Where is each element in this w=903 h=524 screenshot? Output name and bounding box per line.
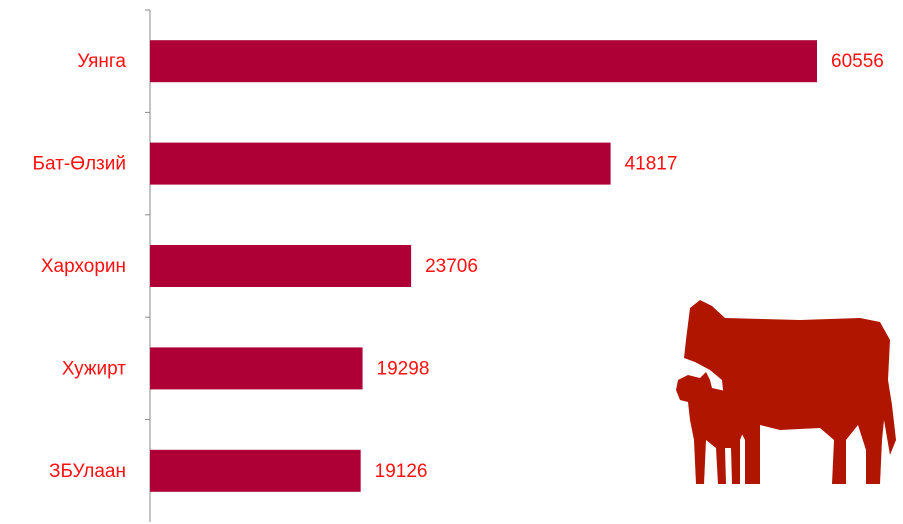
bar [150, 347, 363, 390]
bar [150, 40, 817, 83]
bar [150, 449, 361, 492]
y-tick-label: Хужирт [62, 358, 126, 379]
y-tick-label: Хархорин [41, 256, 126, 277]
data-label: 23706 [425, 256, 478, 277]
data-label: 60556 [831, 51, 884, 72]
cow-icon [676, 300, 896, 484]
data-label: 41817 [625, 154, 678, 175]
bar [150, 245, 412, 287]
calf [676, 372, 744, 484]
y-tick-label: Уянга [77, 51, 126, 72]
cow [684, 300, 896, 484]
bar [150, 142, 611, 185]
y-tick-label: Бат-Өлзий [33, 154, 126, 175]
data-label: 19126 [375, 461, 428, 482]
y-tick-label: ЗБУлаан [49, 461, 126, 482]
data-label: 19298 [377, 358, 430, 379]
